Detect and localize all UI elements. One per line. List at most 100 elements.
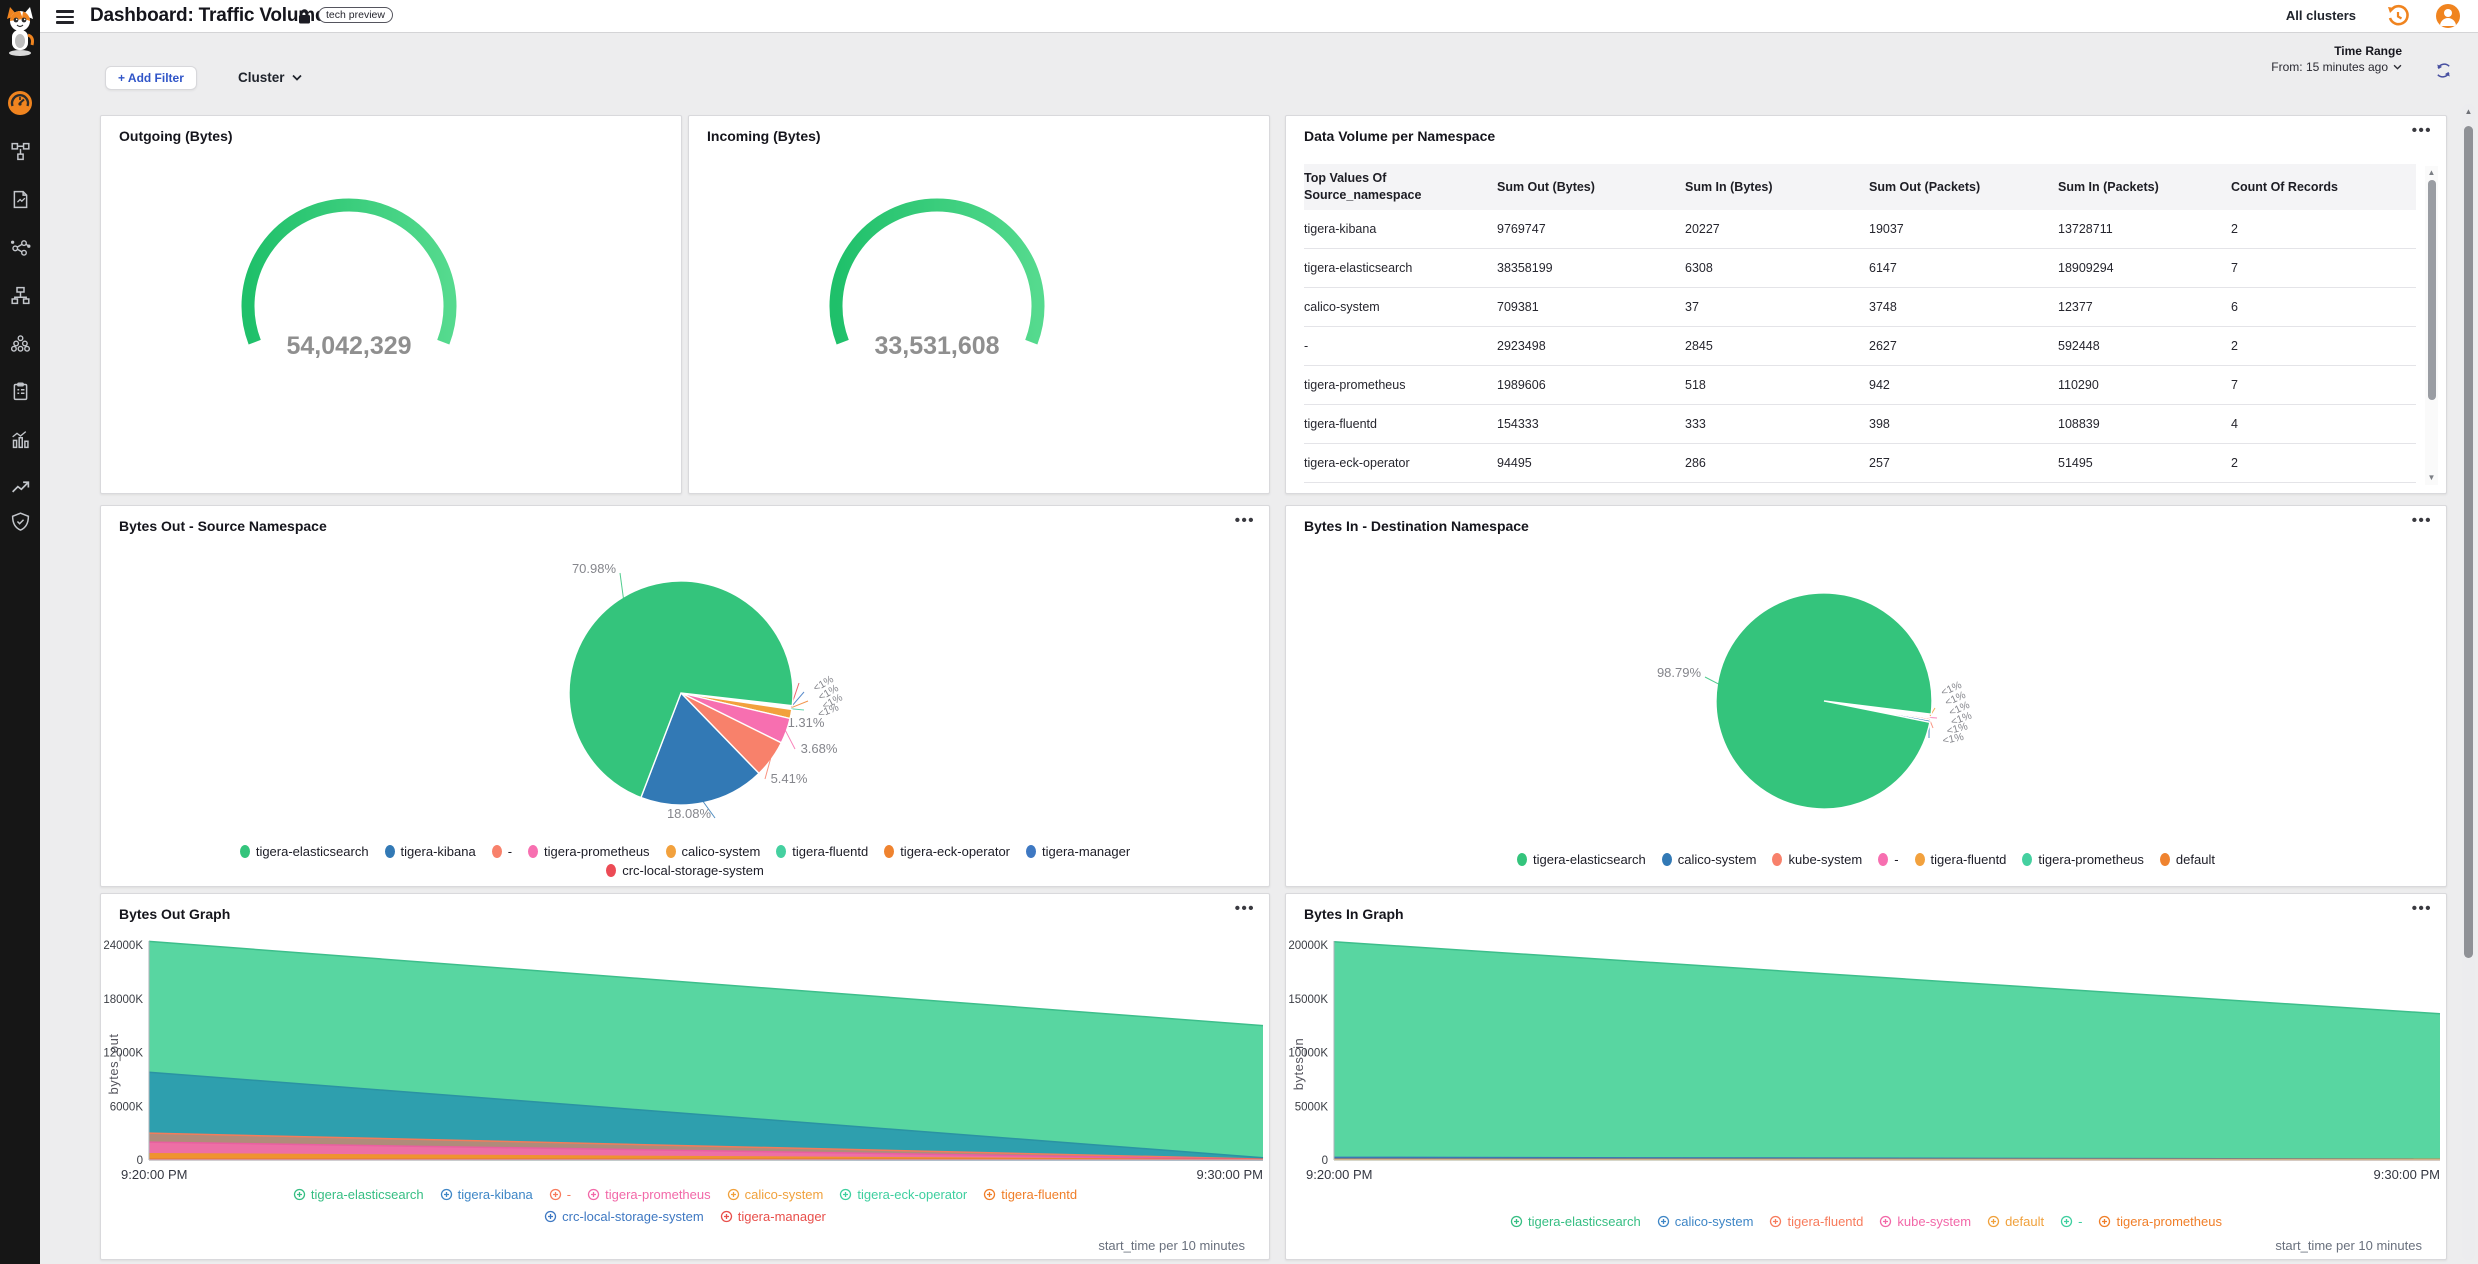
refresh-icon[interactable]: [2435, 62, 2452, 79]
cluster-filter-label: Cluster: [238, 70, 285, 85]
history-icon[interactable]: [2386, 4, 2410, 28]
legend-item-tigera-elasticsearch[interactable]: tigera-elasticsearch: [1510, 1214, 1641, 1229]
legend-item-kube-system[interactable]: kube-system: [1879, 1214, 1971, 1229]
table-row[interactable]: tigera-prometheus 1989606 518 942 110290 7: [1304, 366, 2416, 405]
table-cell: 333: [1685, 417, 1706, 431]
legend-item-calico-system[interactable]: calico-system: [665, 844, 760, 859]
gauge-value: 54,042,329: [286, 332, 411, 360]
x-tick-label: 9:20:00 PM: [1306, 1167, 1373, 1182]
column-header[interactable]: Sum In (Bytes): [1685, 179, 1773, 194]
table-row[interactable]: tigera-fluentd 154333 333 398 108839 4: [1304, 405, 2416, 444]
legend-item--[interactable]: -: [491, 844, 512, 859]
legend-item-tigera-kibana[interactable]: tigera-kibana: [440, 1187, 533, 1202]
table-cell: 2923498: [1497, 339, 1546, 353]
column-header[interactable]: Top Values Of Source_namespace: [1304, 171, 1422, 202]
table-row[interactable]: calico-system 709381 37 3748 12377 6: [1304, 288, 2416, 327]
legend-item-tigera-eck-operator[interactable]: tigera-eck-operator: [839, 1187, 967, 1202]
y-tick-label: 24000K: [103, 940, 143, 952]
panel-incoming-bytes: Incoming (Bytes) 33,531,608: [688, 115, 1270, 494]
flow-visualizer-icon[interactable]: [0, 232, 40, 262]
panel-menu-icon[interactable]: •••: [2411, 900, 2432, 917]
sidebar: [0, 0, 40, 1264]
dashboard-icon[interactable]: [0, 88, 40, 118]
network-topology-icon[interactable]: [0, 280, 40, 310]
legend-dot-icon: [776, 845, 787, 858]
calico-cat-logo-icon[interactable]: [3, 5, 37, 57]
legend-item-tigera-fluentd[interactable]: tigera-fluentd: [983, 1187, 1077, 1202]
pie-legend: tigera-elasticsearch calico-system kube-sy…: [1286, 852, 2446, 867]
trend-analytics-icon[interactable]: [0, 472, 40, 502]
pie-percent-label: 70.98%: [572, 561, 617, 576]
time-range-value[interactable]: From: 15 minutes ago: [2271, 60, 2402, 74]
policy-editor-icon[interactable]: [0, 184, 40, 214]
legend-item-calico-system[interactable]: calico-system: [1657, 1214, 1753, 1229]
statistics-icon[interactable]: [0, 424, 40, 454]
table-cell: 257: [1869, 456, 1890, 470]
table-cell: 9769747: [1497, 222, 1546, 236]
legend-toggle-icon: [1880, 1215, 1892, 1228]
column-header[interactable]: Sum Out (Bytes): [1497, 179, 1595, 194]
legend-item-tigera-eck-operator[interactable]: tigera-eck-operator: [884, 844, 1010, 859]
legend-item--[interactable]: -: [2060, 1214, 2082, 1229]
gauge-value: 33,531,608: [874, 332, 999, 360]
legend-item--[interactable]: -: [549, 1187, 571, 1202]
compliance-reports-icon[interactable]: [0, 376, 40, 406]
legend-item-tigera-prometheus[interactable]: tigera-prometheus: [587, 1187, 711, 1202]
legend-item-tigera-manager[interactable]: tigera-manager: [720, 1209, 826, 1224]
table-cell: 398: [1869, 417, 1890, 431]
legend-dot-icon: [2022, 853, 2033, 866]
panel-title: Outgoing (Bytes): [119, 128, 233, 144]
legend-item-calico-system[interactable]: calico-system: [727, 1187, 823, 1202]
panel-menu-icon[interactable]: •••: [2411, 122, 2432, 139]
legend-item-tigera-prometheus[interactable]: tigera-prometheus: [2022, 852, 2144, 867]
table-scrollbar[interactable]: ▲ ▼: [2425, 166, 2438, 485]
table-row[interactable]: tigera-elasticsearch 38358199 6308 6147 1890…: [1304, 249, 2416, 288]
legend-item-tigera-elasticsearch[interactable]: tigera-elasticsearch: [293, 1187, 424, 1202]
y-tick-label: 5000K: [1295, 1101, 1329, 1113]
namespace-table: Top Values Of Source_namespace Sum Out (B…: [1304, 164, 2416, 493]
add-filter-button[interactable]: + Add Filter: [105, 66, 197, 90]
legend-item-tigera-elasticsearch[interactable]: tigera-elasticsearch: [1517, 852, 1646, 867]
hamburger-menu-icon[interactable]: [56, 7, 76, 25]
pie-slice-tigera-elasticsearch[interactable]: [1715, 592, 1933, 810]
legend-item-tigera-prometheus[interactable]: tigera-prometheus: [528, 844, 650, 859]
legend-item-tigera-kibana[interactable]: tigera-kibana: [384, 844, 476, 859]
legend-item-default[interactable]: default: [1987, 1214, 2044, 1229]
cluster-scope-selector[interactable]: All clusters: [2285, 8, 2356, 23]
legend-item-calico-system[interactable]: calico-system: [1661, 852, 1756, 867]
panel-menu-icon[interactable]: •••: [2411, 512, 2432, 529]
page-scrollbar[interactable]: ▲: [2462, 104, 2475, 1260]
pie-percent-label: <1%: [1942, 731, 1965, 747]
table-row[interactable]: tigera-manager2700744150101542: [1304, 483, 2416, 493]
legend-item-crc-local-storage-system[interactable]: crc-local-storage-system: [606, 863, 764, 878]
cluster-filter-dropdown[interactable]: Cluster: [238, 70, 302, 85]
legend-item-default[interactable]: default: [2159, 852, 2215, 867]
graph-legend: tigera-elasticsearch tigera-kibana - tigera…: [101, 1187, 1269, 1224]
panel-menu-icon[interactable]: •••: [1234, 900, 1255, 917]
threat-shield-icon[interactable]: [0, 506, 40, 536]
y-tick-label: 15000K: [1288, 994, 1328, 1006]
legend-item--[interactable]: -: [1878, 852, 1899, 867]
legend-item-tigera-fluentd[interactable]: tigera-fluentd: [1914, 852, 2006, 867]
table-cell: 110290: [2058, 378, 2099, 392]
legend-item-tigera-elasticsearch[interactable]: tigera-elasticsearch: [239, 844, 369, 859]
user-avatar[interactable]: [2436, 4, 2460, 28]
table-row[interactable]: tigera-kibana 9769747 20227 19037 13728711 2: [1304, 210, 2416, 249]
y-tick-label: 18000K: [103, 994, 143, 1006]
legend-item-kube-system[interactable]: kube-system: [1772, 852, 1862, 867]
column-header[interactable]: Sum Out (Packets): [1869, 179, 1981, 194]
table-row[interactable]: - 2923498 2845 2627 592448 2: [1304, 327, 2416, 366]
column-header[interactable]: Sum In (Packets): [2058, 179, 2159, 194]
service-graph-icon[interactable]: [0, 136, 40, 166]
legend-item-crc-local-storage-system[interactable]: crc-local-storage-system: [544, 1209, 704, 1224]
column-header[interactable]: Count Of Records: [2231, 179, 2338, 194]
legend-item-tigera-prometheus[interactable]: tigera-prometheus: [2098, 1214, 2222, 1229]
table-cell: calico-system: [1304, 300, 1380, 314]
panel-menu-icon[interactable]: •••: [1234, 512, 1255, 529]
cluster-nodes-icon[interactable]: [0, 328, 40, 358]
table-row[interactable]: tigera-eck-operator 94495 286 257 51495 2: [1304, 444, 2416, 483]
legend-item-tigera-fluentd[interactable]: tigera-fluentd: [1769, 1214, 1863, 1229]
legend-item-tigera-fluentd[interactable]: tigera-fluentd: [776, 844, 868, 859]
legend-item-tigera-manager[interactable]: tigera-manager: [1026, 844, 1130, 859]
table-cell: 518: [1685, 378, 1706, 392]
